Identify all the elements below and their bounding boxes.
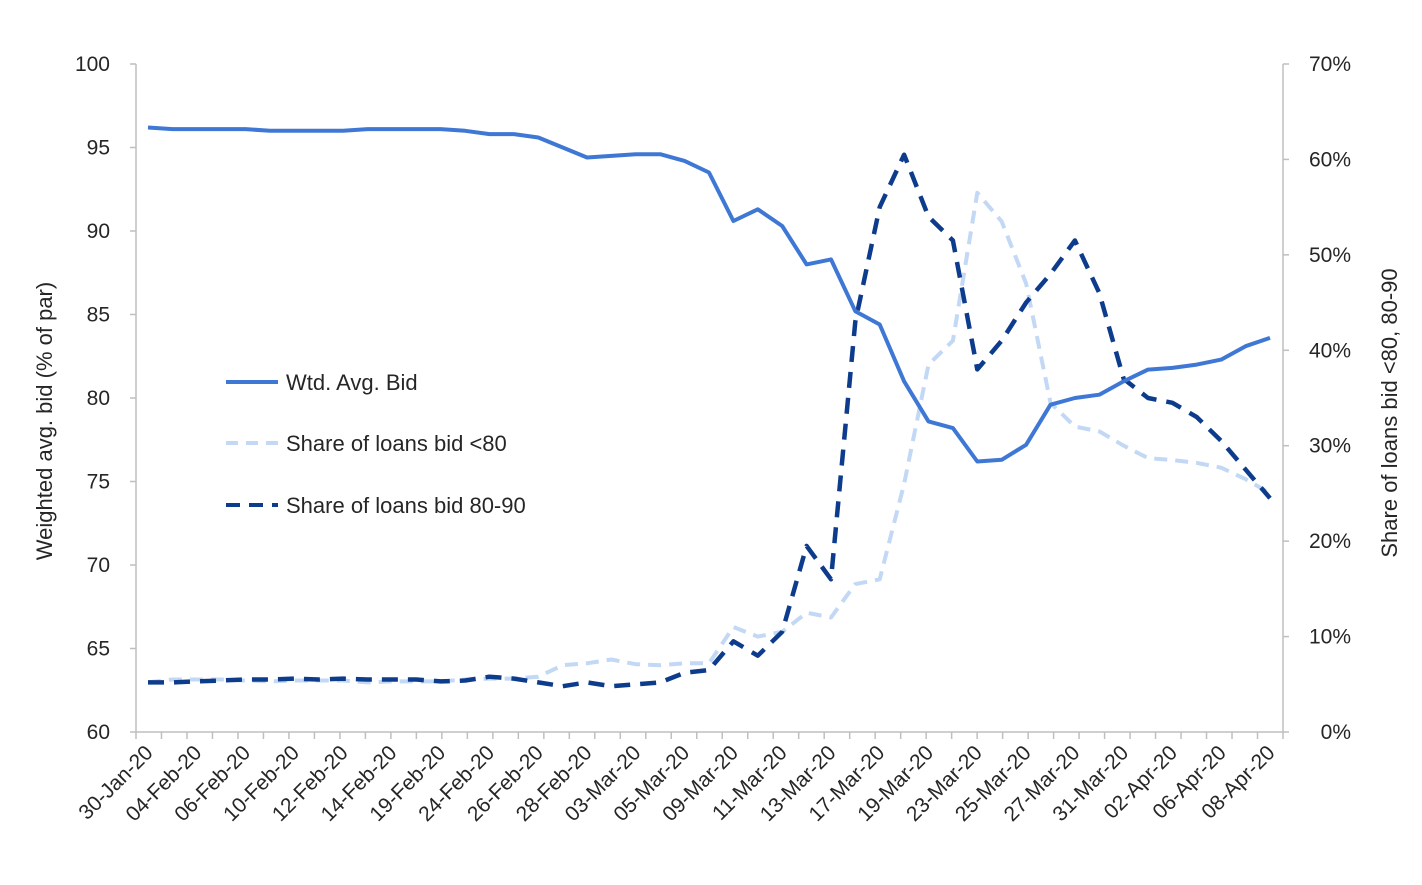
legend-label: Share of loans bid <80 [286,431,507,456]
y-axis-left-title: Weighted avg. bid (% of par) [32,282,57,560]
legend-label: Wtd. Avg. Bid [286,370,418,395]
series-line-wtd-avg-bid [147,125,1271,464]
y-left-tick-label: 75 [87,471,110,494]
legend-label: Share of loans bid 80-90 [286,493,526,518]
y-left-tick-label: 70 [87,554,110,577]
y-axis-right-title: Share of loans bid <80, 80-90 [1377,268,1402,557]
y-left-tick-label: 85 [87,304,110,327]
y-right-tick-label: 20% [1309,530,1351,553]
y-left-tick-label: 60 [87,721,110,744]
series-line-share-80-90 [148,152,1272,689]
legend: Wtd. Avg. Bid Share of loans bid <80 Share… [226,370,526,518]
y-right-tick-label: 70% [1309,53,1351,76]
series-line-share-below-80 [147,190,1272,685]
y-left-tick-label: 95 [87,137,110,160]
y-left-tick-label: 100 [75,53,110,76]
y-right-tick-label: 0% [1321,721,1351,744]
y-right-tick-label: 50% [1309,244,1351,267]
y-right-tick-label: 40% [1309,339,1351,362]
series-layer [147,125,1272,689]
y-left-tick-label: 90 [87,220,110,243]
y-left-tick-label: 80 [87,387,110,410]
y-right-tick-label: 60% [1309,148,1351,171]
y-right-tick-label: 30% [1309,435,1351,458]
axes-layer: 60 65 70 75 80 85 90 95 100 0% 10% 20% 30% 40% 50% 60% 7… [74,53,1351,826]
y-right-tick-label: 10% [1309,626,1351,649]
y-left-tick-label: 65 [87,638,110,661]
